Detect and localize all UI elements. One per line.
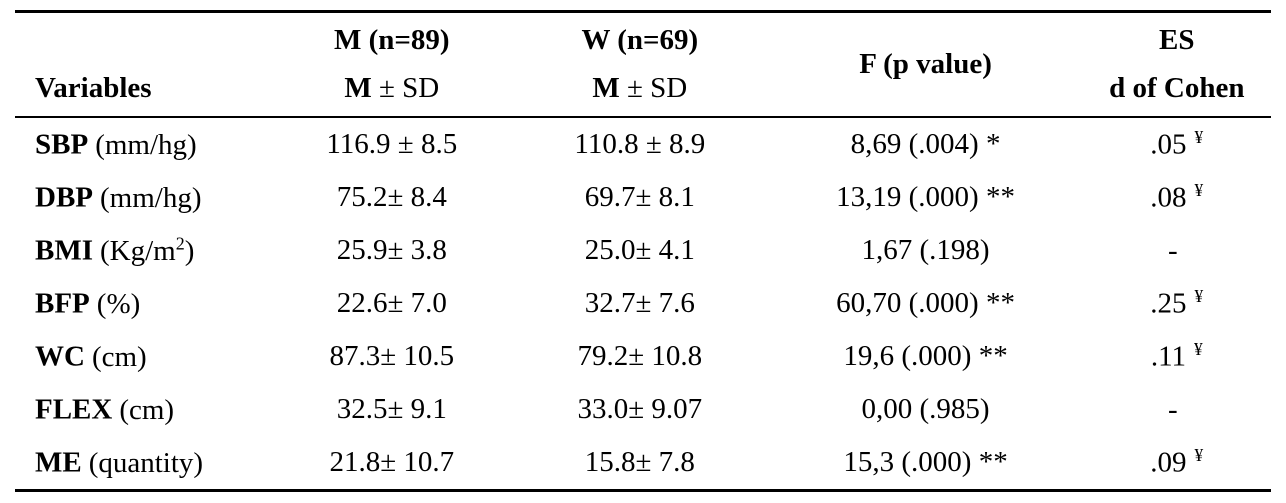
variable-name: SBP: [35, 128, 89, 161]
men-value-cell: 25.9± 3.8: [336, 234, 447, 266]
header-es-line1: ES: [1159, 24, 1195, 56]
header-men-stat-sd: ± SD: [371, 72, 440, 104]
yen-superscript: ¥: [1194, 339, 1203, 360]
header-men-stat-m: M: [344, 72, 372, 104]
yen-superscript: ¥: [1194, 180, 1204, 201]
women-value-cell: 33.0± 9.07: [577, 393, 703, 425]
header-row: Variables M (n=89) M ± SD W (n=69) M ± S…: [15, 11, 1271, 118]
statistics-table-container: Variables M (n=89) M ± SD W (n=69) M ± S…: [15, 10, 1271, 492]
table-row-me: ME (quantity) 21.8± 10.7 15.8± 7.8 15,3 (…: [15, 436, 1271, 491]
f-value-cell: 1,67 (.198): [861, 234, 990, 266]
header-women-stat-m: M: [592, 72, 620, 104]
variable-name: DBP: [35, 181, 93, 214]
variable-cell: FLEX (cm): [15, 383, 272, 436]
header-men-group: M (n=89): [333, 24, 450, 56]
header-men: M (n=89) M ± SD: [272, 12, 511, 118]
variable-cell: BFP (%): [15, 277, 272, 330]
header-women: W (n=69) M ± SD: [511, 12, 768, 118]
variable-unit: (cm): [91, 340, 147, 373]
variable-cell: DBP (mm/hg): [15, 171, 272, 224]
header-variables-label: Variables: [35, 72, 152, 104]
women-value-cell: 15.8± 7.8: [584, 446, 695, 478]
variable-cell: ME (quantity): [15, 436, 272, 491]
women-value-cell: 32.7± 7.6: [584, 287, 695, 319]
yen-superscript: ¥: [1194, 286, 1204, 307]
header-f-pvalue: F (p value): [769, 12, 1083, 118]
table-header: Variables M (n=89) M ± SD W (n=69) M ± S…: [15, 11, 1271, 118]
variable-name: BFP: [35, 287, 90, 320]
f-value-cell: 8,69 (.004) *: [850, 128, 1001, 160]
variable-unit: (mm/hg): [100, 181, 202, 214]
header-es-line2: d of Cohen: [1109, 72, 1245, 104]
table-row-sbp: SBP (mm/hg) 116.9 ± 8.5 110.8 ± 8.9 8,69 …: [15, 117, 1271, 171]
variable-cell: BMI (Kg/m2): [15, 224, 272, 277]
men-value-cell: 22.6± 7.0: [336, 287, 447, 319]
header-f-label: F (p value): [859, 48, 992, 80]
men-value-cell: 116.9 ± 8.5: [326, 128, 458, 160]
table-row-flex: FLEX (cm) 32.5± 9.1 33.0± 9.07 0,00 (.985…: [15, 383, 1271, 436]
variable-name: WC: [35, 340, 85, 373]
women-value-cell: 25.0± 4.1: [584, 234, 695, 266]
es-value-cell: .09 ¥: [1150, 445, 1204, 479]
men-value-cell: 75.2± 8.4: [336, 181, 447, 213]
variable-unit: (quantity): [88, 446, 204, 479]
yen-superscript: ¥: [1194, 445, 1204, 466]
es-value-cell: -: [1167, 393, 1178, 426]
header-women-stat: M ± SD: [511, 68, 768, 108]
statistics-table: Variables M (n=89) M ± SD W (n=69) M ± S…: [15, 10, 1271, 492]
f-value-cell: 60,70 (.000) **: [836, 287, 1015, 319]
variable-unit: (mm/hg): [95, 128, 197, 161]
variable-name: BMI: [35, 234, 93, 267]
men-value-cell: 87.3± 10.5: [329, 340, 455, 372]
f-value-cell: 19,6 (.000) **: [843, 340, 1008, 372]
f-value-cell: 13,19 (.000) **: [836, 181, 1015, 213]
variable-unit: (%): [96, 287, 141, 320]
header-women-stat-sd: ± SD: [619, 72, 688, 104]
table-body: SBP (mm/hg) 116.9 ± 8.5 110.8 ± 8.9 8,69 …: [15, 117, 1271, 491]
header-women-group: W (n=69): [581, 24, 699, 56]
es-value-cell: .05 ¥: [1150, 127, 1204, 161]
variable-unit: (Kg/m2): [100, 233, 195, 267]
women-value-cell: 110.8 ± 8.9: [574, 128, 706, 160]
women-value-cell: 79.2± 10.8: [577, 340, 703, 372]
variable-cell: WC (cm): [15, 330, 272, 383]
header-effect-size: ES d of Cohen: [1083, 12, 1271, 118]
men-value-cell: 32.5± 9.1: [336, 393, 447, 425]
variable-cell: SBP (mm/hg): [15, 117, 272, 171]
header-men-stat: M ± SD: [272, 68, 511, 108]
es-value-cell: .11 ¥: [1150, 339, 1203, 373]
header-variables: Variables: [15, 12, 272, 118]
yen-superscript: ¥: [1194, 127, 1204, 148]
es-value-cell: .08 ¥: [1150, 180, 1204, 214]
variable-name: ME: [35, 446, 82, 479]
table-row-dbp: DBP (mm/hg) 75.2± 8.4 69.7± 8.1 13,19 (.0…: [15, 171, 1271, 224]
f-value-cell: 15,3 (.000) **: [843, 446, 1008, 478]
es-value-cell: -: [1167, 234, 1178, 267]
es-value-cell: .25 ¥: [1150, 286, 1204, 320]
table-row-wc: WC (cm) 87.3± 10.5 79.2± 10.8 19,6 (.000)…: [15, 330, 1271, 383]
men-value-cell: 21.8± 10.7: [329, 446, 455, 478]
table-row-bfp: BFP (%) 22.6± 7.0 32.7± 7.6 60,70 (.000) …: [15, 277, 1271, 330]
women-value-cell: 69.7± 8.1: [584, 181, 695, 213]
f-value-cell: 0,00 (.985): [861, 393, 990, 425]
variable-unit: (cm): [119, 393, 175, 426]
variable-name: FLEX: [35, 393, 113, 426]
table-row-bmi: BMI (Kg/m2) 25.9± 3.8 25.0± 4.1 1,67 (.19…: [15, 224, 1271, 277]
